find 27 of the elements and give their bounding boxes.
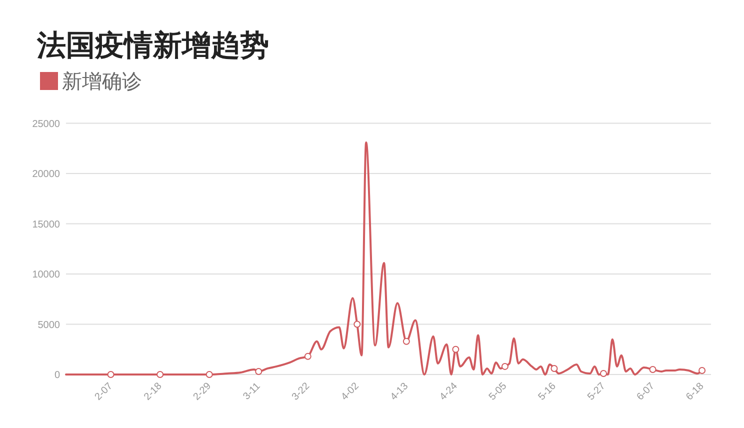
point [107, 371, 114, 378]
x-tick-label: 4-02 [339, 380, 362, 403]
legend-label: 新增确诊 [62, 71, 142, 93]
x-tick-label: 6-18 [684, 380, 706, 403]
point [304, 352, 312, 360]
x-tick-label: 4-13 [388, 380, 411, 403]
y-tick-label: 5000 [38, 320, 60, 331]
point [600, 370, 607, 377]
point [501, 362, 508, 370]
y-tick-label: 15000 [32, 219, 60, 230]
y-tick-label: 0 [54, 370, 60, 381]
point [402, 338, 410, 345]
point [550, 364, 558, 372]
point [156, 371, 164, 378]
y-tick-label: 25000 [32, 118, 60, 130]
legend: 新增确诊 [40, 71, 142, 93]
point [452, 346, 460, 353]
y-tick-label: 20000 [32, 169, 60, 180]
x-tick-label: 3-11 [241, 380, 264, 402]
point [354, 320, 361, 328]
point [698, 366, 706, 374]
y-tick-label: 10000 [32, 270, 60, 281]
point [255, 368, 262, 375]
point [649, 366, 656, 373]
x-tick-label: 4-24 [438, 380, 460, 403]
chart-title: 法国疫情新增趋势 [36, 29, 269, 62]
point [206, 371, 213, 378]
